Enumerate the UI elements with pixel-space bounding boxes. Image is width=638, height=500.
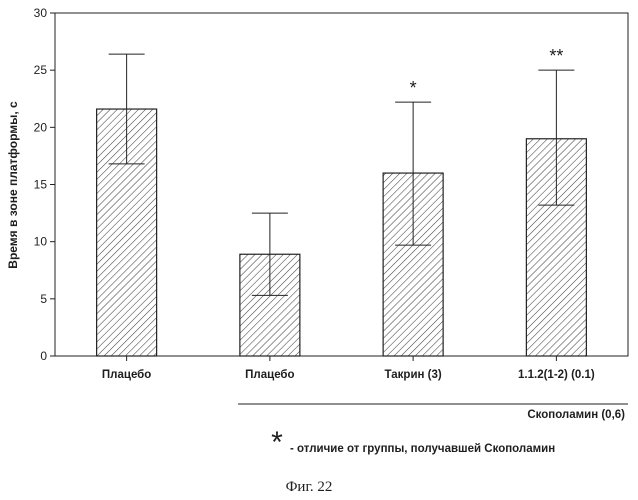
y-tick-label: 10	[34, 235, 48, 249]
group-label: Скополамин (0,6)	[527, 409, 625, 421]
y-tick-label: 30	[34, 6, 48, 20]
x-category-label: 1.1.2(1-2) (0.1)	[518, 369, 595, 381]
significance-marker: *	[410, 78, 417, 98]
y-tick-label: 0	[40, 349, 47, 363]
y-tick-label: 25	[34, 63, 48, 77]
significance-marker: **	[549, 46, 563, 66]
y-tick-label: 20	[34, 120, 48, 134]
significance-note: - отличие от группы, получавшей Скополам…	[290, 443, 555, 455]
x-category-label: Плацебо	[245, 369, 294, 381]
y-tick-label: 15	[34, 178, 48, 192]
x-category-label: Плацебо	[102, 369, 151, 381]
y-axis-label: Время в зоне платформы, с	[6, 101, 20, 269]
y-tick-label: 5	[40, 292, 47, 306]
figure-caption: Фиг. 22	[286, 479, 333, 495]
note-star-icon: *	[271, 426, 283, 459]
x-category-label: Такрин (3)	[385, 369, 442, 381]
